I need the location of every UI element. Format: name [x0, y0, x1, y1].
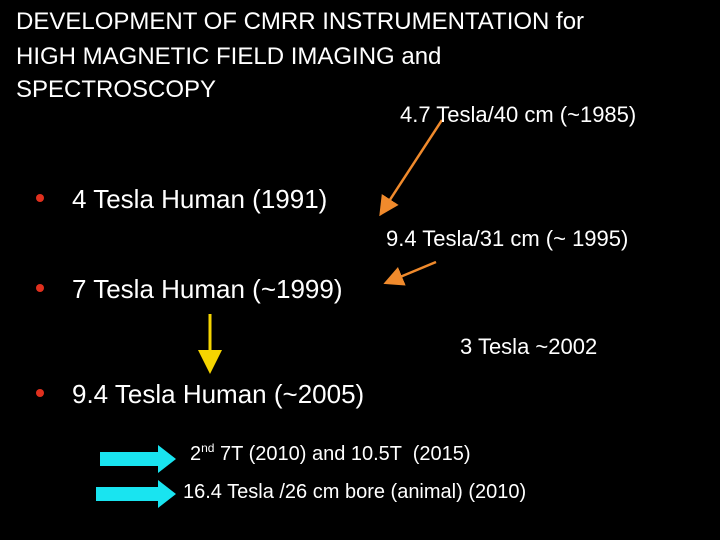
cyan-arrow	[100, 445, 176, 473]
bullet: 7 Tesla Human (~1999)	[72, 274, 343, 304]
note: 16.4 Tesla /26 cm bore (animal) (2010)	[183, 481, 527, 503]
orange-arrow	[383, 260, 437, 286]
title-line: DEVELOPMENT OF CMRR INSTRUMENTATION for	[16, 8, 585, 35]
title-line: HIGH MAGNETIC FIELD IMAGING and	[16, 43, 442, 70]
note-text: 7T (2010) and 10.5T (2015)	[214, 443, 471, 465]
bullet: 4 Tesla Human (1991)	[72, 184, 328, 214]
annotation: 4.7 Tesla/40 cm (~1985)	[400, 102, 637, 127]
orange-arrow	[379, 119, 444, 217]
annotation: 3 Tesla ~2002	[460, 334, 598, 359]
note-number: 2	[190, 443, 202, 465]
note: 2nd 7T (2010) and 10.5T (2015)	[190, 442, 471, 464]
annotation: 9.4 Tesla/31 cm (~ 1995)	[386, 226, 629, 251]
bullet-dot	[36, 284, 44, 292]
cyan-arrow	[96, 480, 176, 508]
bullet-dot	[36, 194, 44, 202]
note-suffix: nd	[201, 441, 215, 455]
bullet: 9.4 Tesla Human (~2005)	[72, 379, 365, 409]
bullet-dot	[36, 389, 44, 397]
title-line: SPECTROSCOPY	[16, 76, 217, 103]
